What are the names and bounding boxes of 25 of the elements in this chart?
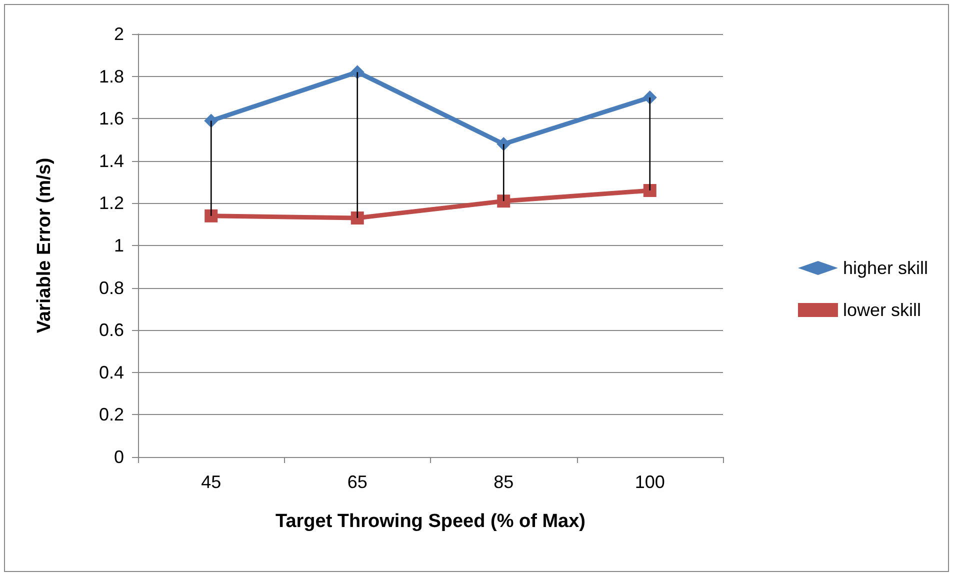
- legend-label: lower skill: [842, 300, 921, 320]
- x-tick-label: 65: [347, 472, 368, 492]
- y-tick-label: 1.2: [98, 193, 124, 214]
- y-tick-label: 1.4: [98, 150, 124, 171]
- point: [496, 136, 511, 151]
- y-tick-label: 2: [114, 24, 124, 44]
- x-tick-label: 45: [201, 472, 222, 492]
- y-tick-label: 1: [114, 236, 124, 256]
- y-tick-label: 0.6: [98, 320, 124, 340]
- x-tick-label: 100: [634, 472, 665, 492]
- point: [643, 184, 656, 198]
- y-tick-label: 0.2: [98, 404, 124, 425]
- legend-label: higher skill: [842, 258, 928, 278]
- point: [350, 212, 364, 225]
- x-axis-title: Target Throwing Speed (% of Max): [276, 511, 586, 532]
- y-tick-label: 1.8: [98, 66, 124, 86]
- y-tick-label: 0.8: [98, 278, 124, 298]
- x-tick-label: 85: [494, 472, 514, 492]
- y-axis-title: Variable Error (m/s): [34, 158, 55, 334]
- y-tick-label: 1.6: [98, 108, 124, 129]
- point: [497, 194, 510, 208]
- point: [204, 114, 218, 128]
- y-tick-label: 0: [114, 447, 124, 467]
- y-tick-label: 0.4: [98, 362, 124, 382]
- point: [204, 209, 218, 222]
